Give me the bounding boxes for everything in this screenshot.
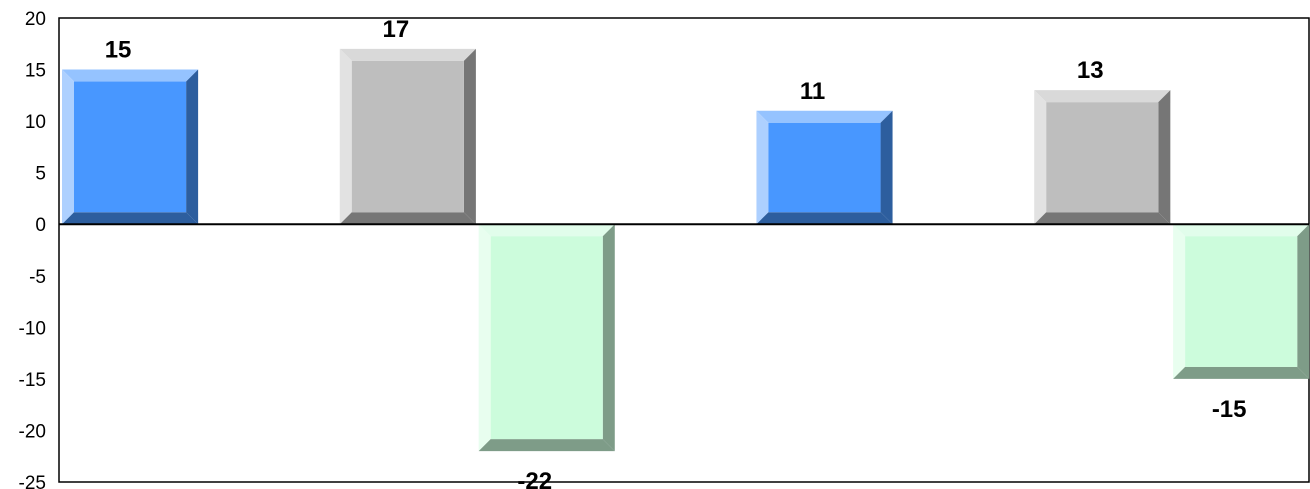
bar-face: [768, 122, 881, 213]
y-tick-label: -25: [19, 473, 46, 489]
bar-bevel-left: [339, 48, 352, 225]
y-tick-label: -15: [19, 370, 46, 391]
bars: [62, 48, 1310, 452]
y-tick-label: -5: [29, 267, 46, 288]
y-tick-label: 15: [25, 61, 46, 82]
bar-bevel-top: [1173, 224, 1310, 237]
plot-area: [58, 17, 1310, 483]
data-label: 13: [1077, 57, 1104, 84]
bar-bevel-bottom: [1173, 366, 1310, 379]
y-tick-label: -20: [19, 421, 46, 442]
bar-bevel-left: [62, 69, 74, 225]
bar: [478, 224, 615, 452]
bar-bevel-bottom: [1034, 212, 1171, 225]
data-label: -22: [517, 468, 552, 489]
y-tick-label: 20: [25, 9, 46, 30]
bar: [1034, 90, 1171, 225]
bar-face: [351, 60, 464, 213]
bar-bevel-bottom: [339, 212, 476, 225]
bar-bevel-bottom: [478, 439, 615, 452]
y-axis: 20 15 10 5 0 -5 -10 -15 -20 -25: [19, 9, 46, 489]
bar-bevel-right: [463, 48, 476, 225]
bar-bevel-top: [1034, 90, 1171, 103]
bar-face: [1046, 102, 1159, 213]
bar-bevel-right: [602, 224, 615, 452]
data-label: -15: [1212, 396, 1247, 423]
bar: [1173, 224, 1310, 379]
bar-bevel-left: [756, 110, 769, 225]
bar: [62, 69, 199, 225]
data-label: 11: [800, 78, 825, 105]
bar-bevel-left: [1034, 90, 1047, 225]
bar-bevel-right: [1297, 224, 1310, 379]
y-tick-label: 0: [35, 215, 46, 236]
y-tick-label: 10: [25, 112, 46, 133]
bar-bevel-left: [478, 224, 491, 452]
bar: [756, 110, 893, 225]
data-labels: 15 17 -22 11 13 -15: [105, 16, 1247, 489]
bar-bevel-bottom: [62, 212, 199, 225]
bar-face: [490, 236, 603, 440]
bar-bevel-right: [1158, 90, 1171, 225]
bar-bevel-top: [62, 69, 199, 82]
bar-bevel-top: [756, 110, 893, 123]
bar-bevel-bottom: [756, 212, 893, 225]
bar-bevel-top: [339, 48, 476, 61]
bar-bevel-left: [1173, 224, 1186, 379]
bar-face: [74, 81, 187, 213]
bar-face: [1185, 236, 1298, 367]
y-tick-label: 5: [35, 164, 46, 185]
data-label: 17: [382, 16, 409, 43]
data-label: 15: [105, 37, 132, 64]
bar-bevel-top: [478, 224, 615, 237]
y-tick-label: -10: [19, 318, 46, 339]
bar-bevel-right: [880, 110, 893, 225]
bar: [339, 48, 476, 225]
bar-bevel-right: [186, 69, 199, 225]
